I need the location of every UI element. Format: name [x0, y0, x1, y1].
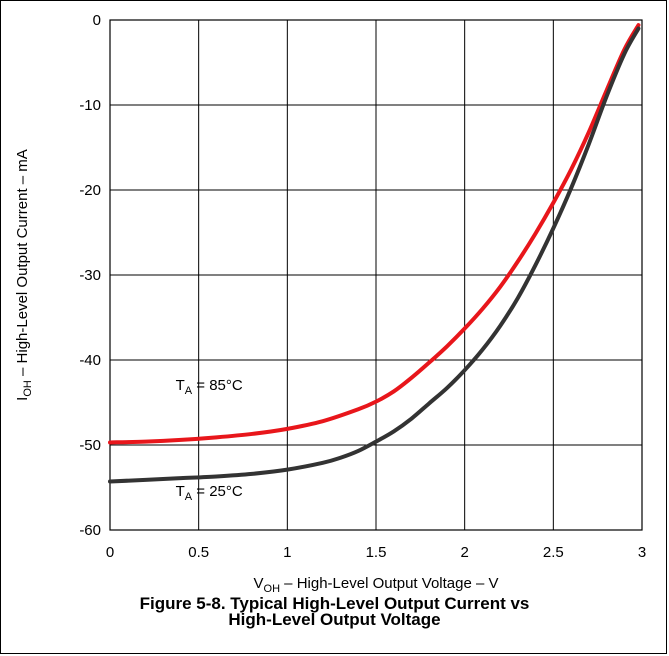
- y-tick-label: -50: [79, 437, 101, 454]
- y-tick-label: -20: [79, 182, 101, 199]
- figure-caption-line-2: High-Level Output Voltage: [228, 610, 441, 629]
- x-axis-title: VOH – High-Level Output Voltage – V: [254, 575, 499, 595]
- series-labels: TA = 85°CTA = 25°C: [176, 377, 243, 503]
- x-tick-label: 3: [638, 544, 646, 561]
- series-line-0: [108, 23, 641, 445]
- x-tick-label: 2.5: [543, 544, 564, 561]
- y-axis-title: IOH – High-Level Output Current – mA: [14, 149, 34, 401]
- x-tick-label: 0.5: [188, 544, 209, 561]
- series-label-1: TA = 25°C: [176, 483, 243, 503]
- y-axis-title-subscript: OH: [22, 380, 34, 397]
- figure-caption-line-1: Figure 5-8. Typical High-Level Output Cu…: [139, 594, 530, 613]
- y-tick-label: 0: [93, 12, 101, 29]
- series-label-subscript: A: [185, 491, 193, 503]
- series-line-1: [108, 26, 641, 484]
- y-axis-title-symbol: I: [14, 397, 31, 401]
- series-label-symbol: T: [176, 377, 185, 394]
- series-layer: [108, 23, 641, 484]
- x-axis-title-text: – High-Level Output Voltage – V: [280, 575, 498, 592]
- y-axis-title-text: – High-Level Output Current – mA: [14, 149, 31, 380]
- series-label-text: = 25°C: [192, 483, 243, 500]
- y-tick-label: -30: [79, 267, 101, 284]
- series-label-subscript: A: [185, 385, 193, 397]
- plot-area-border: [109, 19, 643, 531]
- y-tick-label: -40: [79, 352, 101, 369]
- x-tick-label: 1: [283, 544, 291, 561]
- grid-lines: [109, 19, 643, 531]
- series-label-0: TA = 85°C: [176, 377, 243, 397]
- x-tick-label: 2: [460, 544, 468, 561]
- x-axis-title-subscript: OH: [264, 583, 281, 595]
- x-tick-labels: 0 0.5 1 1.5 2 2.5 3: [106, 544, 646, 561]
- y-tick-labels: 0 -10 -20 -30 -40 -50 -60: [79, 12, 101, 539]
- x-tick-label: 0: [106, 544, 114, 561]
- x-tick-label: 1.5: [366, 544, 387, 561]
- y-tick-label: -60: [79, 522, 101, 539]
- y-tick-label: -10: [79, 97, 101, 114]
- chart-svg: TA = 85°CTA = 25°C 0 0.5 1 1.5 2 2.5 3 0-10-20…: [14, 12, 646, 595]
- series-label-text: = 85°C: [192, 377, 243, 394]
- figure-caption: Figure 5-8. Typical High-Level Output Cu…: [0, 594, 669, 629]
- x-axis-title-symbol: V: [254, 575, 264, 592]
- series-label-symbol: T: [176, 483, 185, 500]
